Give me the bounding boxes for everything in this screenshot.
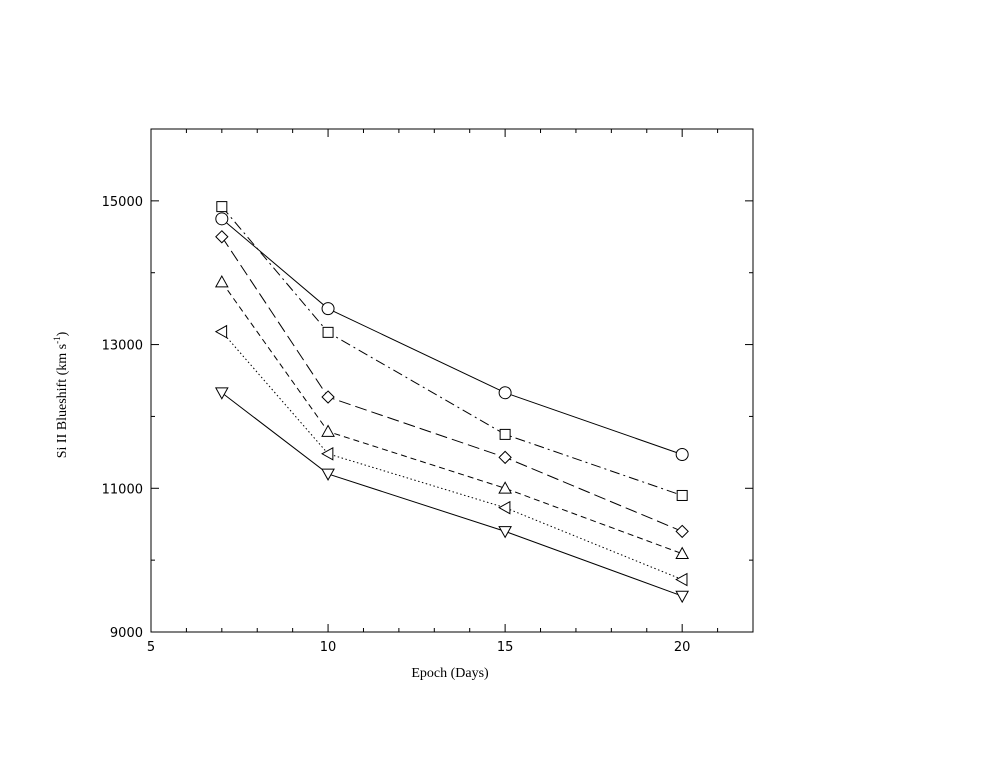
data-point-triangle-up bbox=[498, 481, 512, 494]
data-point-triangle-down bbox=[214, 387, 229, 400]
series-line-3 bbox=[221, 236, 683, 532]
data-point-square bbox=[216, 201, 228, 213]
y-axis-label-close: ) bbox=[55, 331, 70, 336]
data-point-triangle-up bbox=[214, 275, 229, 288]
data-point-diamond bbox=[321, 390, 335, 404]
data-point-triangle-down bbox=[321, 468, 335, 481]
data-point-triangle-down bbox=[498, 526, 512, 539]
y-axis-label-superscript: -1 bbox=[52, 336, 62, 344]
data-point-circle bbox=[675, 448, 689, 462]
data-point-circle bbox=[321, 302, 335, 316]
data-point-diamond bbox=[675, 524, 689, 539]
data-point-circle bbox=[215, 212, 229, 226]
plot-frame bbox=[150, 128, 754, 633]
x-tick-label: 20 bbox=[674, 640, 691, 655]
data-point-triangle-left bbox=[498, 500, 511, 515]
y-tick-label: 13000 bbox=[102, 339, 143, 354]
data-point-diamond bbox=[498, 450, 512, 465]
y-axis-label: Si II Blueshift (km s-1) bbox=[52, 331, 70, 458]
y-tick-label: 9000 bbox=[110, 626, 143, 641]
data-point-triangle-left bbox=[214, 324, 228, 339]
series-lines bbox=[221, 206, 683, 597]
data-point-circle bbox=[498, 386, 512, 400]
series-markers bbox=[214, 201, 690, 604]
data-point-diamond bbox=[215, 230, 229, 244]
data-point-triangle-up bbox=[321, 424, 335, 437]
series-line-5 bbox=[221, 331, 683, 581]
x-axis-label: Epoch (Days) bbox=[411, 666, 489, 681]
y-tick-label: 11000 bbox=[102, 482, 143, 497]
series-line-2 bbox=[221, 206, 683, 496]
data-point-square bbox=[322, 326, 334, 338]
x-tick-label: 5 bbox=[147, 640, 155, 655]
y-tick-label: 15000 bbox=[102, 195, 143, 210]
axis-ticks: 5 10 15 20 9000 11000 13000 15000 bbox=[102, 129, 753, 655]
y-axis-label-main: Si II Blueshift (km s bbox=[55, 344, 70, 458]
series-line-6 bbox=[221, 392, 683, 597]
data-point-triangle-down bbox=[675, 590, 690, 604]
series-line-4 bbox=[221, 281, 683, 555]
data-point-triangle-left bbox=[321, 446, 334, 461]
data-point-square bbox=[499, 428, 511, 440]
data-point-triangle-up bbox=[675, 546, 690, 559]
data-point-triangle-left bbox=[675, 572, 688, 587]
data-point-square bbox=[676, 489, 688, 501]
x-tick-label: 10 bbox=[320, 640, 337, 655]
x-tick-label: 15 bbox=[497, 640, 514, 655]
series-line-1 bbox=[221, 218, 683, 455]
